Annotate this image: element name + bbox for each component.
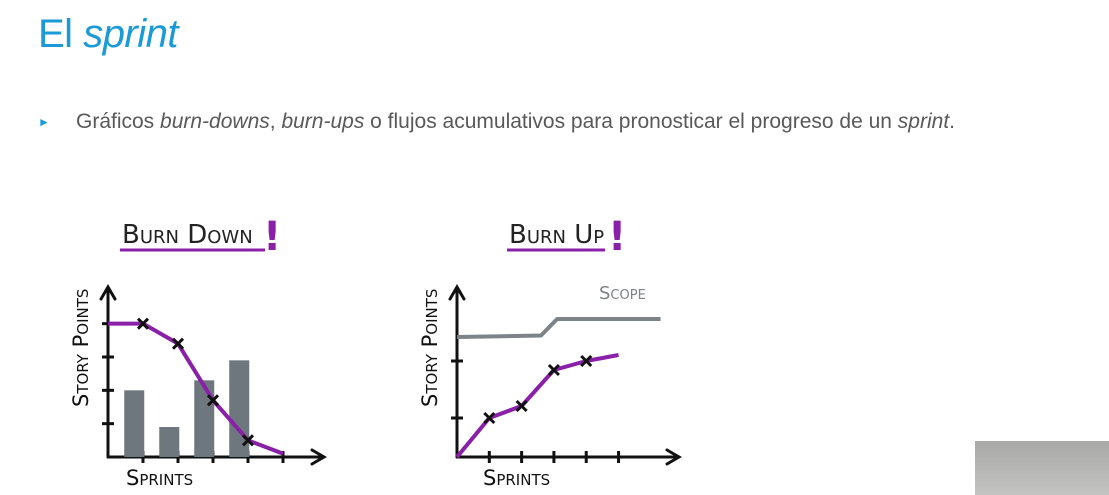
bullet-text-1: Gráficos xyxy=(76,110,161,133)
burn-up-lines xyxy=(455,317,661,459)
bullet-text-5: o flujos acumulativos para pronosticar e… xyxy=(364,110,898,133)
burn-up-scope-label: Scope xyxy=(599,283,646,304)
burn-up-marker xyxy=(580,354,593,368)
burn-down-title: Burn Down xyxy=(122,220,253,250)
burn-down-marker xyxy=(171,337,185,350)
burn-up-exclamation: ! xyxy=(608,214,626,260)
slide-title-plain: El xyxy=(38,12,84,56)
bullet-text-4: burn-ups xyxy=(281,110,365,133)
burn-down-marker xyxy=(206,394,220,407)
bullet-text-6: sprint xyxy=(897,110,950,133)
bullet-arrow-icon: ► xyxy=(38,115,50,130)
burn-up-marker xyxy=(547,363,560,377)
burn-down-exclamation: ! xyxy=(263,214,281,260)
burn-down-bar-2 xyxy=(159,427,180,457)
burn-up-ylabel: Story Points xyxy=(418,289,442,407)
corner-thumbnail xyxy=(975,441,1109,495)
burn-up-xlabel: Sprints xyxy=(483,466,550,490)
burn-down-ylabel: Story Points xyxy=(69,289,93,407)
burn-down-marker xyxy=(241,434,255,447)
bullet-text-3: , xyxy=(269,110,282,133)
burn-up-progress-line xyxy=(455,353,619,459)
burn-down-line xyxy=(108,317,284,456)
burn-down-bars xyxy=(124,360,250,457)
burn-up-title: Burn Up xyxy=(509,220,604,250)
burn-down-chart: Burn Down ! Story Points Sprints xyxy=(69,214,327,490)
burn-up-axes xyxy=(448,284,682,466)
slide-title-italic: sprint xyxy=(83,12,178,56)
bullet-item: ► Gráficos burn-downs, burn-ups o flujos … xyxy=(38,110,955,134)
bullet-text-7: . xyxy=(949,110,955,133)
burn-up-marker xyxy=(483,411,496,425)
burn-down-xlabel: Sprints xyxy=(126,466,193,490)
burn-down-bar-3 xyxy=(194,380,215,457)
burn-up-chart: Burn Up ! Scope Story Points Sprints xyxy=(418,214,682,490)
burn-up-marker xyxy=(515,399,528,413)
burn-up-ticks xyxy=(451,359,621,463)
burn-down-marker xyxy=(136,317,150,330)
burn-up-scope-line xyxy=(456,317,661,339)
burn-down-series-line xyxy=(108,321,284,456)
slide-title: El sprint xyxy=(38,12,178,56)
burn-down-bar-1 xyxy=(124,390,145,457)
bullet-text-2: burn-downs xyxy=(160,110,270,133)
burn-down-bar-4 xyxy=(229,360,250,457)
